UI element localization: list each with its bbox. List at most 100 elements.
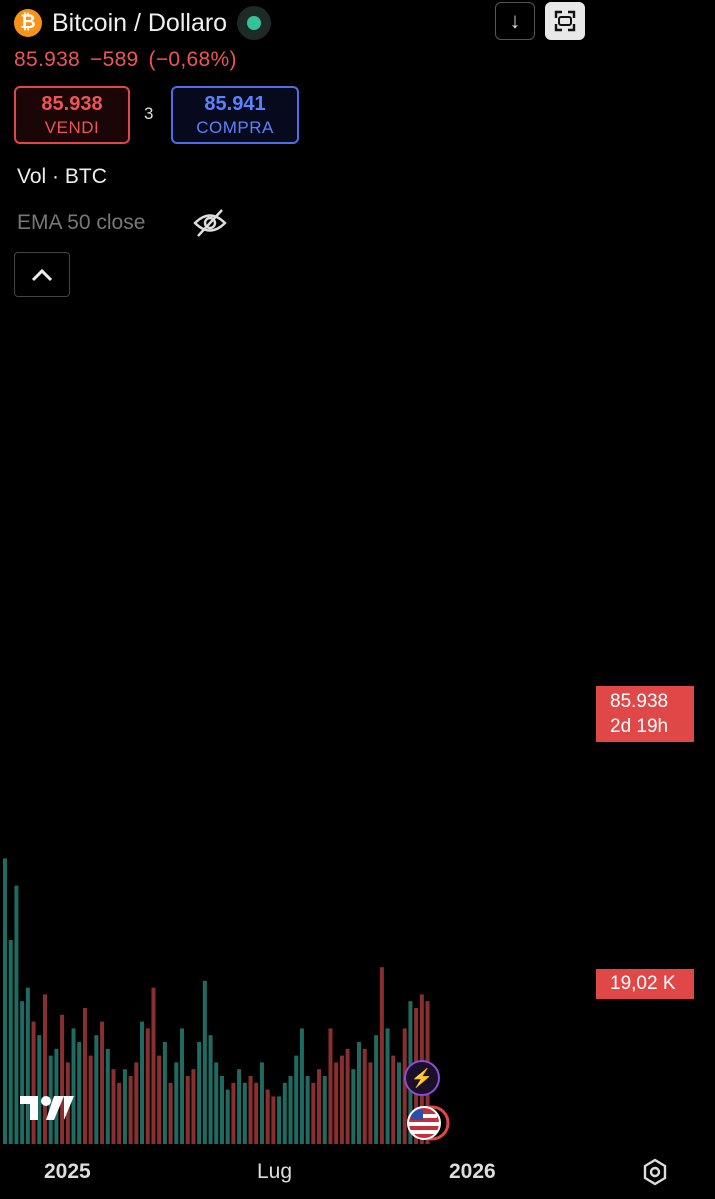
volume-bar-52 — [299, 1028, 304, 1144]
symbol-title: Bitcoin / Dollaro — [52, 8, 228, 37]
spread-value: 3 — [144, 104, 154, 123]
buy-price: 85.941 — [204, 92, 266, 115]
volume-bar-31 — [180, 1028, 185, 1144]
volume-bar-13 — [77, 1042, 82, 1144]
volume-bar-14 — [82, 1008, 87, 1144]
time-tick-2: 2026 — [449, 1160, 496, 1183]
volume-bar-42 — [242, 1082, 247, 1144]
volume-bar-23 — [134, 1062, 139, 1144]
us-flag-icon[interactable] — [405, 1104, 451, 1147]
sell-price: 85.938 — [41, 92, 103, 115]
sell-label: VENDI — [44, 117, 100, 137]
volume-bar-17 — [100, 1021, 105, 1144]
volume-bar-51 — [294, 1055, 299, 1144]
volume-bar-2 — [14, 885, 19, 1144]
volume-bar-12 — [71, 1028, 76, 1144]
volume-bar-50 — [288, 1076, 293, 1144]
volume-bar-28 — [162, 1042, 167, 1144]
ema-indicator-label[interactable]: EMA 50 close — [17, 211, 146, 234]
last-price: 85.938 — [14, 48, 81, 71]
volume-bar-56 — [322, 1076, 327, 1144]
volume-bar-26 — [151, 987, 156, 1144]
volume-bar-1 — [8, 940, 13, 1144]
volume-bar-7 — [42, 994, 47, 1144]
volume-bar-70 — [402, 1028, 407, 1144]
volume-bar-44 — [254, 1082, 259, 1144]
volume-bar-5 — [31, 1021, 36, 1144]
lightning-icon[interactable]: ⚡ — [404, 1060, 440, 1096]
volume-bar-53 — [305, 1076, 310, 1144]
volume-indicator-label[interactable]: Vol · BTC — [17, 165, 107, 188]
volume-bar-25 — [145, 1028, 150, 1144]
volume-bar-30 — [174, 1062, 179, 1144]
volume-bar-33 — [191, 1069, 196, 1144]
price-change: −589 — [90, 48, 139, 71]
volume-bar-68 — [391, 1055, 396, 1144]
volume-bar-21 — [122, 1069, 127, 1144]
volume-bar-57 — [328, 1028, 333, 1144]
volume-bar-67 — [385, 1028, 390, 1144]
sell-button[interactable]: 85.938 VENDI — [14, 86, 130, 144]
volume-bar-34 — [197, 1042, 202, 1144]
volume-bar-58 — [334, 1062, 339, 1144]
time-tick-1: Lug — [257, 1160, 293, 1183]
volume-bar-66 — [379, 967, 384, 1144]
volume-bar-27 — [157, 1055, 162, 1144]
volume-bar-29 — [168, 1082, 173, 1144]
volume-bar-55 — [317, 1069, 322, 1144]
last-price-tag: 85.938 2d 19h — [596, 686, 694, 742]
volume-bar-46 — [265, 1089, 270, 1144]
volume-bar-41 — [237, 1069, 242, 1144]
volume-tag: 19,02 K — [596, 969, 694, 999]
price-change-pct: (−0,68%) — [148, 48, 237, 71]
eye-off-icon[interactable] — [192, 206, 228, 245]
volume-bar-0 — [3, 858, 7, 1144]
chevron-up-icon[interactable] — [14, 252, 70, 297]
arrow-down-icon[interactable]: ↓ — [495, 2, 535, 40]
volume-bar-60 — [345, 1048, 350, 1144]
volume-bar-3 — [20, 1001, 25, 1144]
buy-button[interactable]: 85.941 COMPRA — [171, 86, 299, 144]
last-price-tag-value: 85.938 — [610, 691, 669, 712]
volume-bar-10 — [60, 1014, 65, 1144]
volume-bar-6 — [37, 1035, 42, 1144]
volume-bar-61 — [351, 1069, 356, 1144]
market-status-icon[interactable] — [237, 6, 272, 40]
volume-bar-36 — [208, 1035, 213, 1144]
volume-bar-35 — [202, 980, 207, 1144]
volume-bar-20 — [117, 1082, 122, 1144]
volume-bar-15 — [88, 1055, 93, 1144]
volume-bar-22 — [128, 1076, 133, 1144]
volume-bar-47 — [271, 1096, 276, 1144]
volume-bar-4 — [25, 987, 30, 1144]
volume-bar-24 — [140, 1021, 145, 1144]
gear-icon[interactable] — [641, 1158, 669, 1191]
price-summary: 85.938 −589 (−0,68%) — [14, 48, 247, 72]
fullscreen-icon[interactable] — [545, 2, 585, 40]
volume-bar-69 — [396, 1062, 401, 1144]
volume-bar-65 — [374, 1035, 379, 1144]
volume-bar-63 — [362, 1048, 367, 1144]
volume-bar-37 — [214, 1062, 219, 1144]
volume-bar-39 — [225, 1089, 230, 1144]
volume-bar-64 — [368, 1062, 373, 1144]
bitcoin-icon: ₿ — [14, 9, 42, 37]
volume-bar-38 — [219, 1076, 224, 1144]
time-tick-0: 2025 — [44, 1160, 91, 1183]
countdown-value: 2d 19h — [610, 716, 669, 737]
volume-bar-49 — [282, 1082, 287, 1144]
volume-bar-18 — [105, 1048, 110, 1144]
volume-bar-43 — [248, 1076, 253, 1144]
volume-bar-59 — [339, 1055, 344, 1144]
tradingview-logo-icon[interactable] — [18, 1092, 76, 1129]
volume-bar-19 — [111, 1069, 116, 1144]
volume-bar-54 — [311, 1082, 316, 1144]
volume-bar-40 — [231, 1082, 236, 1144]
symbol-header[interactable]: ₿ Bitcoin / Dollaro — [14, 6, 272, 40]
buy-label: COMPRA — [196, 117, 274, 137]
volume-bar-45 — [259, 1062, 264, 1144]
volume-bar-62 — [357, 1042, 362, 1144]
volume-bar-48 — [277, 1096, 282, 1144]
volume-bar-16 — [94, 1035, 99, 1144]
